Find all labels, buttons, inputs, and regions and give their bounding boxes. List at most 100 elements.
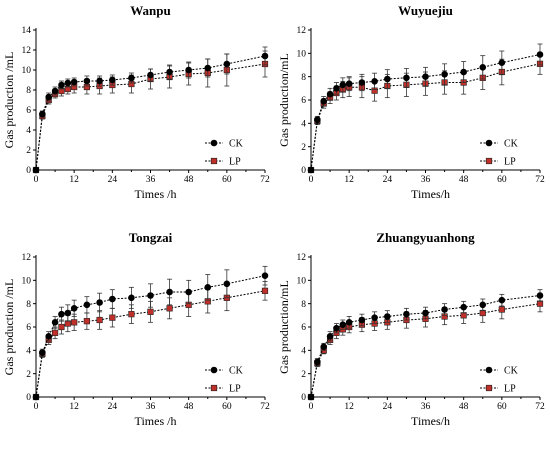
point-ck xyxy=(70,305,78,312)
x-tick-label: 48 xyxy=(459,175,469,185)
point-ck xyxy=(422,73,429,80)
point-ck xyxy=(403,74,410,82)
legend-marker-lp xyxy=(210,384,218,392)
x-axis-label: Times/h xyxy=(411,187,450,201)
y-tick-label: 2 xyxy=(26,370,31,380)
x-tick-label: 24 xyxy=(383,402,393,412)
y-tick-label: 6 xyxy=(26,106,31,116)
point-lp xyxy=(96,316,103,324)
x-tick-label: 36 xyxy=(146,175,156,185)
legend-marker-lp xyxy=(485,157,493,165)
y-tick-label: 4 xyxy=(301,347,306,357)
x-tick-label: 0 xyxy=(34,402,39,412)
point-ck xyxy=(64,309,72,317)
point-ck xyxy=(358,79,366,86)
point-ck xyxy=(109,76,116,84)
point-ck xyxy=(460,68,467,76)
chart-panel-wanpu: Wanpu 0 2 4 6 8 10 12 14 0 12 24 36 48 60 72 Times /h Gas… xyxy=(0,0,275,226)
x-tick-label: 60 xyxy=(222,175,232,185)
point-ck xyxy=(166,288,173,296)
point-ck xyxy=(371,78,378,85)
chart-panel-tongzai: Tongzai 0 2 4 6 8 10 12 0 12 24 36 48 60 72 Times /h Gas… xyxy=(0,227,275,453)
point-ck xyxy=(58,310,65,318)
x-tick-label: 36 xyxy=(146,402,156,412)
legend-label-lp: LP xyxy=(504,384,516,395)
y-tick-label: 8 xyxy=(301,300,306,310)
x-tick-label: 48 xyxy=(184,175,194,185)
point-ck xyxy=(441,71,448,78)
point-ck xyxy=(339,321,347,328)
y-tick-label: 10 xyxy=(22,66,32,76)
point-ck xyxy=(326,90,334,98)
y-tick-label: 4 xyxy=(26,347,31,357)
point-ck xyxy=(128,74,135,82)
x-tick-label: 12 xyxy=(344,175,354,185)
point-ck xyxy=(32,393,40,401)
y-tick-label: 12 xyxy=(22,253,32,263)
y-tick-label: 4 xyxy=(26,126,31,136)
y-tick-label: 8 xyxy=(301,73,306,83)
point-ck xyxy=(314,116,321,124)
chart-panel-zhuangyuanhong: Zhuangyuanhong 0 2 4 6 8 10 12 0 12 24 36 48 60 72 Time… xyxy=(275,227,550,453)
point-ck xyxy=(403,310,410,318)
chart-panel-wuyuejiu: Wuyuejiu 0 2 4 6 8 10 12 0 12 24 36 48 60 72 Times/h Gas… xyxy=(275,0,550,226)
point-ck xyxy=(83,301,91,309)
point-ck xyxy=(109,295,116,303)
point-lp xyxy=(147,308,154,315)
legend-label-lp: LP xyxy=(229,157,241,168)
point-ck xyxy=(320,97,328,105)
point-ck xyxy=(51,87,59,95)
point-ck xyxy=(326,333,334,340)
chart-title: Wuyuejiu xyxy=(398,3,453,18)
legend-label-ck: CK xyxy=(504,366,519,377)
x-tick-label: 72 xyxy=(260,402,270,412)
point-ck xyxy=(261,52,269,60)
legend-marker-lp xyxy=(210,157,218,165)
y-tick-label: 12 xyxy=(22,46,32,56)
point-ck xyxy=(460,303,467,311)
point-ck xyxy=(345,80,353,87)
x-tick-label: 36 xyxy=(421,175,431,185)
point-ck xyxy=(320,343,328,351)
point-ck xyxy=(307,393,315,401)
point-lp xyxy=(109,314,116,321)
point-lp xyxy=(166,305,173,312)
point-ck xyxy=(83,77,91,85)
point-lp xyxy=(58,323,65,331)
point-lp xyxy=(498,306,505,313)
point-ck xyxy=(39,349,46,356)
y-tick-label: 6 xyxy=(301,323,306,333)
chart-title: Tongzai xyxy=(129,230,173,245)
point-ck xyxy=(384,75,391,83)
point-lp xyxy=(261,287,269,294)
y-tick-label: 10 xyxy=(22,277,32,287)
x-tick-label: 12 xyxy=(344,402,354,412)
point-ck xyxy=(333,324,340,332)
legend-label-ck: CK xyxy=(229,139,244,150)
point-ck xyxy=(45,93,53,101)
y-tick-label: 4 xyxy=(301,120,306,130)
x-tick-label: 72 xyxy=(260,175,270,185)
x-tick-label: 0 xyxy=(309,175,314,185)
y-tick-label: 8 xyxy=(26,86,31,96)
point-ck xyxy=(204,64,212,72)
point-ck xyxy=(70,78,78,86)
y-tick-label: 2 xyxy=(301,370,306,380)
x-tick-label: 60 xyxy=(497,402,507,412)
y-tick-label: 10 xyxy=(297,50,307,60)
x-axis-label: Times/h xyxy=(411,414,450,428)
legend-marker-lp xyxy=(485,384,493,392)
point-ck xyxy=(128,294,135,302)
y-tick-label: 0 xyxy=(26,166,31,176)
legend-marker-ck xyxy=(485,366,493,374)
point-lp xyxy=(71,319,78,326)
x-axis-label: Times /h xyxy=(135,414,177,428)
chart-title: Zhuangyuanhong xyxy=(376,230,475,245)
point-ck xyxy=(58,81,65,89)
point-ck xyxy=(204,284,212,291)
point-ck xyxy=(223,280,231,288)
point-ck xyxy=(345,319,353,326)
x-tick-label: 48 xyxy=(184,402,194,412)
